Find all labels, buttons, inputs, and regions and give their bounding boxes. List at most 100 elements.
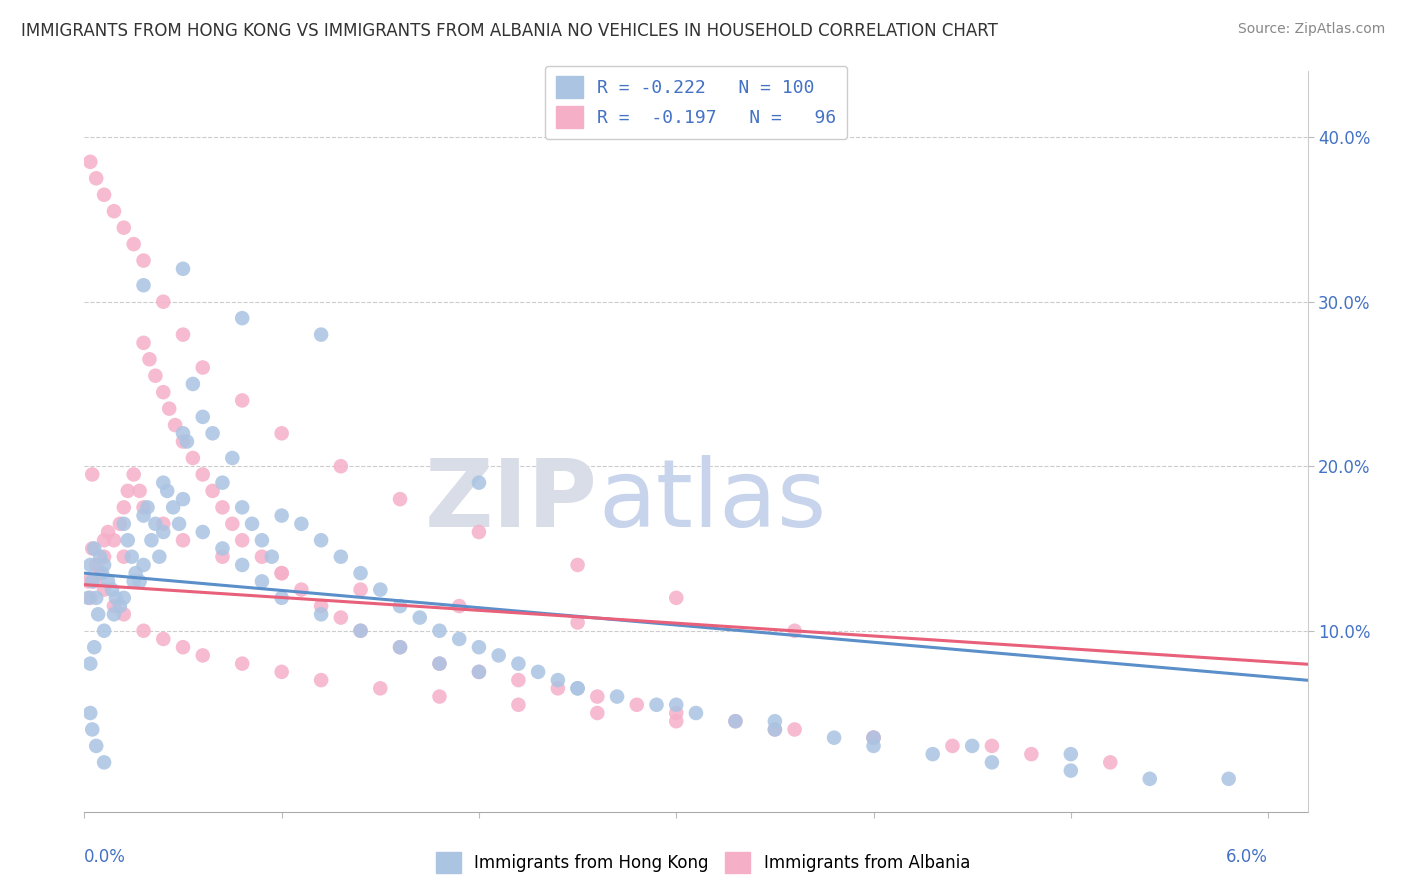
Point [221, 450, 243, 465]
Point [122, 237, 145, 252]
Point [89, 566, 111, 581]
Point [162, 500, 184, 515]
Point [82, 723, 104, 737]
Point [250, 549, 273, 564]
Point [83, 574, 105, 589]
Point [309, 533, 332, 548]
Point [176, 434, 198, 449]
Point [93, 582, 115, 597]
Point [508, 698, 530, 712]
Point [349, 566, 371, 581]
Point [79, 706, 101, 720]
Point [112, 591, 135, 605]
Point [368, 681, 391, 696]
Point [79, 657, 101, 671]
Text: IMMIGRANTS FROM HONG KONG VS IMMIGRANTS FROM ALBANIA NO VEHICLES IN HOUSEHOLD CO: IMMIGRANTS FROM HONG KONG VS IMMIGRANTS … [21, 22, 998, 40]
Point [128, 574, 150, 589]
Point [79, 591, 101, 605]
Point [172, 426, 194, 441]
Point [368, 582, 391, 597]
Point [547, 673, 569, 687]
Point [87, 607, 110, 622]
Point [132, 253, 155, 268]
Point [191, 409, 214, 424]
Point [724, 714, 747, 729]
Point [685, 706, 707, 720]
Point [980, 756, 1002, 770]
Point [508, 657, 530, 671]
Text: atlas: atlas [598, 455, 827, 547]
Point [309, 599, 332, 613]
Point [349, 582, 371, 597]
Point [83, 541, 105, 556]
Point [152, 385, 174, 400]
Point [309, 673, 332, 687]
Point [145, 516, 167, 531]
Point [329, 459, 352, 474]
Point [84, 171, 107, 186]
Point [84, 558, 107, 572]
Point [97, 524, 120, 539]
Point [172, 492, 194, 507]
Point [270, 426, 292, 441]
Point [191, 648, 214, 663]
Point [389, 492, 412, 507]
Point [270, 566, 292, 581]
Point [763, 723, 786, 737]
Point [79, 154, 101, 169]
Point [309, 327, 332, 342]
Point [191, 467, 214, 482]
Point [862, 731, 884, 745]
Point [211, 500, 233, 515]
Point [132, 624, 155, 638]
Point [181, 450, 204, 465]
Point [221, 516, 243, 531]
Point [112, 607, 135, 622]
Point [468, 665, 491, 679]
Point [1139, 772, 1161, 786]
Point [409, 610, 432, 624]
Point [763, 714, 786, 729]
Point [108, 516, 131, 531]
Legend: Immigrants from Hong Kong, Immigrants from Albania: Immigrants from Hong Kong, Immigrants fr… [429, 846, 977, 880]
Point [148, 549, 170, 564]
Point [1099, 756, 1122, 770]
Point [103, 533, 125, 548]
Point [138, 352, 160, 367]
Point [468, 640, 491, 655]
Point [270, 591, 292, 605]
Point [136, 500, 159, 515]
Point [429, 657, 451, 671]
Point [921, 747, 943, 761]
Point [93, 533, 115, 548]
Point [82, 574, 104, 589]
Point [724, 714, 747, 729]
Point [145, 368, 167, 383]
Point [665, 714, 688, 729]
Point [1021, 747, 1043, 761]
Point [82, 467, 104, 482]
Point [231, 500, 253, 515]
Point [508, 673, 530, 687]
Point [389, 599, 412, 613]
Point [152, 516, 174, 531]
Point [270, 508, 292, 523]
Point [97, 574, 120, 589]
Point [101, 582, 124, 597]
Point [783, 624, 806, 638]
Point [270, 665, 292, 679]
Point [260, 549, 283, 564]
Point [79, 558, 101, 572]
Point [567, 681, 589, 696]
Point [547, 681, 569, 696]
Point [449, 599, 471, 613]
Point [468, 665, 491, 679]
Point [93, 624, 115, 638]
Point [157, 401, 180, 416]
Point [112, 500, 135, 515]
Point [152, 524, 174, 539]
Point [122, 574, 145, 589]
Point [1218, 772, 1240, 786]
Point [132, 508, 155, 523]
Point [389, 640, 412, 655]
